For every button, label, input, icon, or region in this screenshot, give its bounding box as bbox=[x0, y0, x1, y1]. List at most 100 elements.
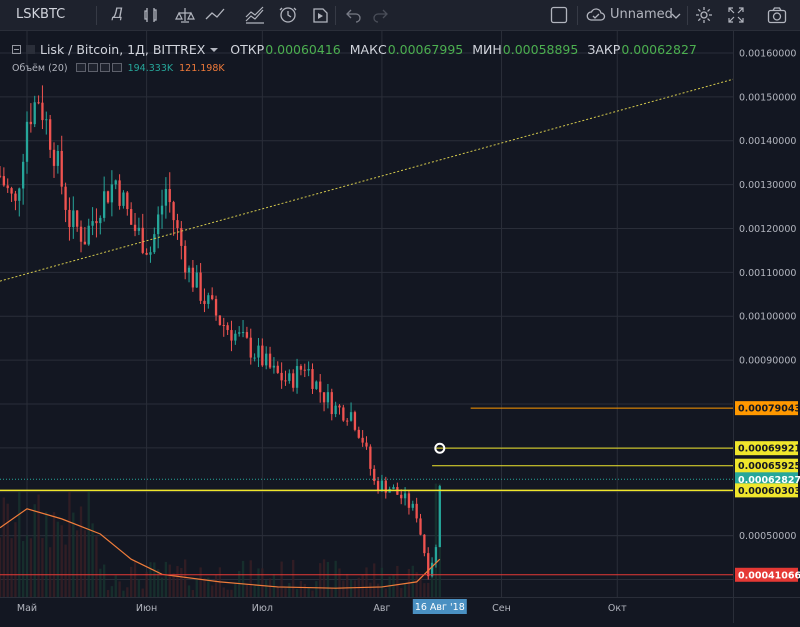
chevron-down-icon[interactable] bbox=[210, 46, 219, 54]
volume-bar bbox=[403, 583, 407, 597]
undo-button[interactable] bbox=[340, 3, 368, 27]
volume-bar bbox=[45, 511, 48, 597]
bar-style-button[interactable] bbox=[137, 3, 165, 27]
candle-body bbox=[145, 252, 148, 255]
candle-body bbox=[330, 392, 333, 415]
candle-body bbox=[272, 365, 276, 368]
volume-bar bbox=[118, 581, 121, 597]
volume-bar bbox=[373, 563, 376, 597]
settings-button[interactable] bbox=[690, 3, 718, 27]
volume-bar bbox=[79, 506, 83, 597]
volume-bar bbox=[334, 560, 337, 597]
candle-body bbox=[21, 161, 25, 189]
volume-bar bbox=[272, 574, 276, 597]
layout-button[interactable]: Unnamed bbox=[583, 3, 685, 27]
candle-body bbox=[164, 189, 168, 206]
candle-body bbox=[276, 365, 279, 373]
layout-name: Unnamed bbox=[610, 7, 673, 22]
candle-body bbox=[79, 226, 83, 242]
alert-button[interactable] bbox=[274, 3, 302, 27]
chart-area[interactable]: 0.00160000 0.00150000 0.00140000 0.00130000… bbox=[0, 31, 800, 623]
candle-body bbox=[172, 202, 175, 221]
candle-body bbox=[83, 241, 87, 245]
price-chart[interactable]: 0.00160000 0.00150000 0.00140000 0.00130000… bbox=[0, 31, 800, 623]
candle-body bbox=[211, 295, 214, 300]
volume-bar bbox=[369, 582, 372, 597]
volume-bar bbox=[91, 523, 94, 597]
candle-body bbox=[37, 102, 40, 104]
price-tick-label: 0.00150000 bbox=[739, 92, 796, 103]
high-value: 0.00067995 bbox=[387, 42, 464, 57]
candle-body bbox=[346, 420, 349, 422]
volume-bar bbox=[211, 585, 214, 597]
volume-bar bbox=[164, 561, 168, 597]
fullscreen-button[interactable] bbox=[722, 3, 750, 27]
candle-body bbox=[60, 150, 63, 187]
candle-body bbox=[153, 234, 156, 253]
volume-ma-line bbox=[0, 508, 441, 589]
candle-body bbox=[114, 180, 117, 185]
price-level-label: 0.00069921 bbox=[738, 444, 800, 455]
price-tick-label: 0.00120000 bbox=[739, 224, 796, 235]
candle-body bbox=[292, 373, 295, 388]
volume-bar bbox=[292, 559, 295, 597]
time-tick-label: Сен bbox=[492, 603, 511, 614]
candle-body bbox=[299, 366, 303, 370]
candle-body bbox=[245, 332, 249, 338]
collapse-icon[interactable] bbox=[12, 45, 21, 54]
line-tool-button[interactable] bbox=[200, 3, 228, 27]
series-title[interactable]: Lisk / Bitcoin, 1Д, BITTREX bbox=[40, 42, 206, 57]
volume-bar bbox=[56, 521, 60, 597]
volume-bar bbox=[226, 589, 229, 597]
volume-bar bbox=[172, 573, 175, 597]
settings-icon[interactable] bbox=[87, 63, 98, 72]
snapshot-button[interactable] bbox=[762, 3, 790, 27]
volume-bar bbox=[29, 538, 33, 597]
candle-body bbox=[76, 210, 79, 227]
volume-bar bbox=[342, 580, 345, 597]
volume-bar bbox=[10, 538, 13, 597]
compare-button[interactable] bbox=[170, 3, 198, 27]
price-level-label: 0.00065925 bbox=[738, 461, 800, 472]
candle-body bbox=[315, 381, 318, 389]
candle-body bbox=[214, 299, 218, 316]
candle-body bbox=[41, 102, 44, 121]
candle-body bbox=[295, 366, 299, 388]
candle-body bbox=[207, 295, 210, 304]
candle-body bbox=[87, 225, 90, 245]
candle-body bbox=[122, 192, 125, 206]
candle-body bbox=[284, 380, 287, 382]
close-icon[interactable] bbox=[99, 63, 110, 72]
candle-body bbox=[52, 149, 56, 166]
volume-bar bbox=[241, 560, 245, 597]
candle-body bbox=[376, 481, 380, 491]
close-value: 0.00062827 bbox=[621, 42, 697, 57]
volume-bar bbox=[392, 575, 395, 597]
candle-body bbox=[253, 357, 256, 359]
eye-icon[interactable] bbox=[75, 63, 86, 72]
candle-body bbox=[14, 193, 17, 201]
drawings-button[interactable] bbox=[240, 3, 268, 27]
close-label: ЗАКР bbox=[587, 42, 621, 57]
replay-button[interactable] bbox=[306, 3, 334, 27]
redo-button[interactable] bbox=[366, 3, 394, 27]
more-icon[interactable] bbox=[111, 63, 122, 72]
symbol-search-button[interactable]: LSKBTC bbox=[16, 7, 66, 22]
volume-bar bbox=[400, 588, 403, 597]
candle-body bbox=[434, 547, 438, 563]
volume-bar bbox=[419, 576, 422, 597]
time-tick-label: Июн bbox=[136, 603, 157, 614]
interval-label: Д bbox=[112, 6, 123, 22]
toolbar-divider bbox=[96, 6, 97, 25]
select-button[interactable] bbox=[545, 3, 573, 27]
volume-bar bbox=[37, 494, 40, 597]
candle-body bbox=[430, 562, 434, 577]
low-label: МИН bbox=[472, 42, 502, 57]
volume-bar bbox=[245, 584, 249, 597]
volume-bar bbox=[423, 583, 426, 597]
interval-button[interactable]: Д bbox=[104, 3, 132, 27]
volume-bar bbox=[295, 589, 299, 597]
volume-bar bbox=[2, 497, 6, 597]
volume-bar bbox=[76, 530, 79, 597]
volume-bar bbox=[299, 580, 303, 597]
